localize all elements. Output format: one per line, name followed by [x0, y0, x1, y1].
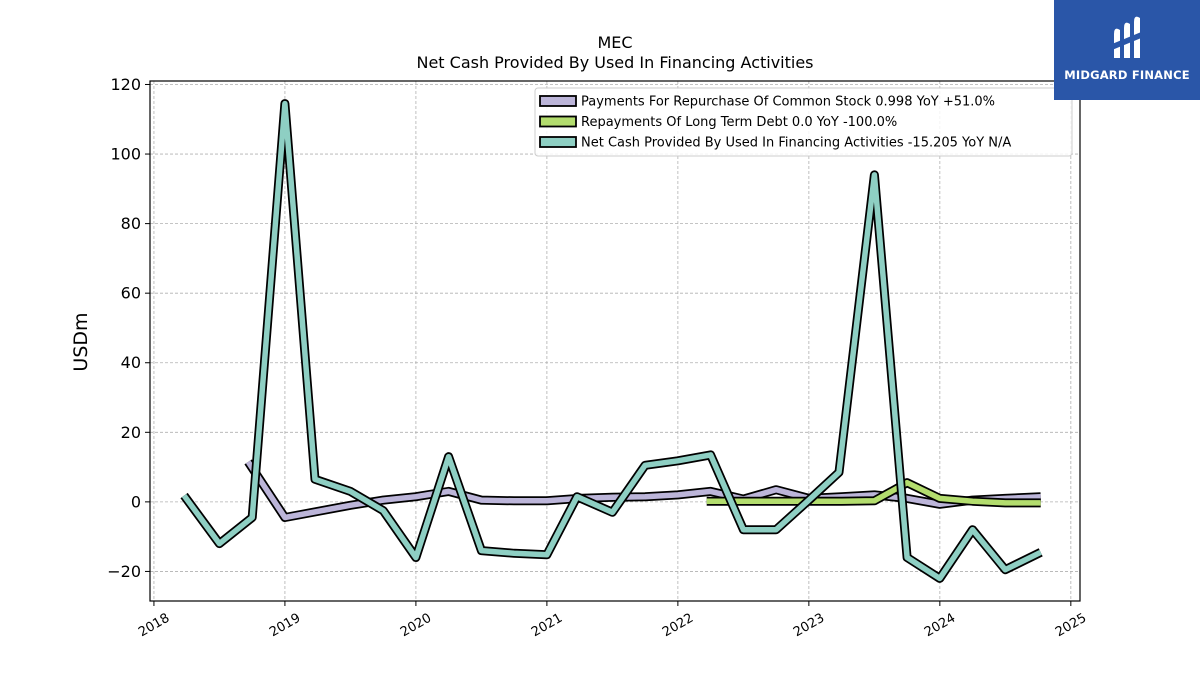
series-line-outline-2 — [180, 99, 1043, 583]
y-tick-label: 0 — [131, 492, 141, 511]
legend-label-2: Net Cash Provided By Used In Financing A… — [581, 136, 1011, 151]
x-tick-label: 2018 — [136, 611, 172, 641]
x-tick-label: 2022 — [660, 611, 696, 641]
series-line-2 — [181, 100, 1042, 582]
y-tick-label: 100 — [110, 145, 141, 164]
x-tick-label: 2019 — [267, 611, 303, 641]
y-tick-label: 40 — [121, 353, 141, 372]
x-tick-label: 2020 — [398, 611, 434, 641]
y-tick-label: 80 — [121, 214, 141, 233]
y-tick-label: 20 — [121, 423, 141, 442]
y-tick-label: 120 — [110, 75, 141, 94]
legend-swatch-0 — [539, 95, 577, 107]
legend-label-0: Payments For Repurchase Of Common Stock … — [581, 95, 995, 110]
series-lines — [180, 99, 1043, 583]
logo-text: MIDGARD FINANCE — [1064, 68, 1190, 82]
series-line-0 — [245, 460, 1041, 521]
series-line-1 — [706, 479, 1041, 506]
legend-swatch-2 — [539, 136, 577, 148]
chart-subtitle: Net Cash Provided By Used In Financing A… — [416, 53, 813, 72]
legend: Payments For Repurchase Of Common Stock … — [534, 87, 1073, 157]
y-tick-label: −20 — [107, 562, 141, 581]
legend-box — [534, 87, 1073, 157]
y-axis-label: USDm — [70, 312, 92, 371]
axis-ticks: 2018 2019 2020 2021 2022 2023 2024 2025 −20 0 20 40… — [107, 75, 1089, 640]
midgard-finance-logo: MIDGARD FINANCE — [1054, 0, 1200, 100]
y-tick-label: 60 — [121, 284, 141, 303]
x-tick-label: 2025 — [1053, 611, 1089, 641]
logo-mark-icon — [1112, 16, 1146, 59]
plot-frame — [149, 80, 1081, 602]
legend-label-1: Repayments Of Long Term Debt 0.0 YoY -10… — [581, 115, 897, 130]
legend-swatch-1 — [539, 115, 577, 128]
x-tick-label: 2021 — [529, 611, 565, 641]
grid-lines — [150, 81, 1080, 601]
x-tick-label: 2024 — [922, 611, 958, 641]
x-tick-label: 2023 — [791, 611, 827, 641]
chart-title: MEC — [597, 33, 632, 52]
